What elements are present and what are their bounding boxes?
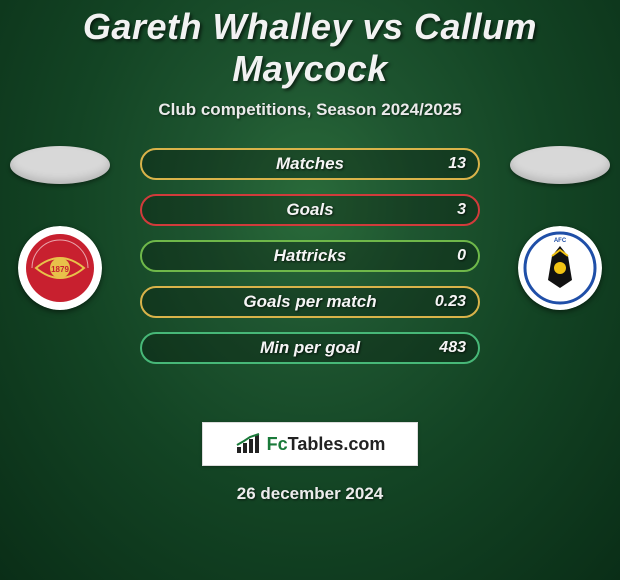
stat-bar-label: Hattricks [142, 246, 478, 266]
stat-bars: Matches13 Goals3 Hattricks0 Goals per match… [140, 148, 480, 378]
stat-bar-value: 3 [457, 201, 466, 219]
page-title: Gareth Whalley vs Callum Maycock [0, 6, 620, 90]
brand-text: FcTables.com [267, 434, 386, 455]
stat-bar-value: 0 [457, 247, 466, 265]
svg-text:1879: 1879 [51, 265, 69, 274]
player-right-crest: AFC [518, 226, 602, 310]
stat-bar-matches: Matches13 [140, 148, 480, 180]
stat-bar-value: 0.23 [435, 293, 466, 311]
stat-bar-label: Min per goal [142, 338, 478, 358]
comparison-area: 1879 AFC Matches13 Goals3 Hattricks0 Goals … [0, 148, 620, 408]
player-left-crest: 1879 [18, 226, 102, 310]
stat-bar-value: 13 [448, 155, 466, 173]
svg-text:AFC: AFC [554, 238, 567, 244]
brand-box: FcTables.com [202, 422, 418, 466]
stat-bar-goals: Goals3 [140, 194, 480, 226]
player-right-column: AFC [510, 148, 610, 310]
player-left-silhouette [10, 146, 110, 184]
stat-bar-hattricks: Hattricks0 [140, 240, 480, 272]
date-text: 26 december 2024 [0, 484, 620, 504]
player-left-column: 1879 [10, 148, 110, 310]
crest-left-svg: 1879 [18, 226, 102, 310]
stat-bar-label: Goals [142, 200, 478, 220]
player-right-silhouette [510, 146, 610, 184]
stat-bar-goals-per-match: Goals per match0.23 [140, 286, 480, 318]
stat-bar-min-per-goal: Min per goal483 [140, 332, 480, 364]
stat-bar-value: 483 [439, 339, 466, 357]
stat-bar-label: Goals per match [142, 292, 478, 312]
crest-right-svg: AFC [518, 226, 602, 310]
subtitle: Club competitions, Season 2024/2025 [0, 100, 620, 120]
brand-chart-icon [235, 433, 261, 455]
stat-bar-label: Matches [142, 154, 478, 174]
